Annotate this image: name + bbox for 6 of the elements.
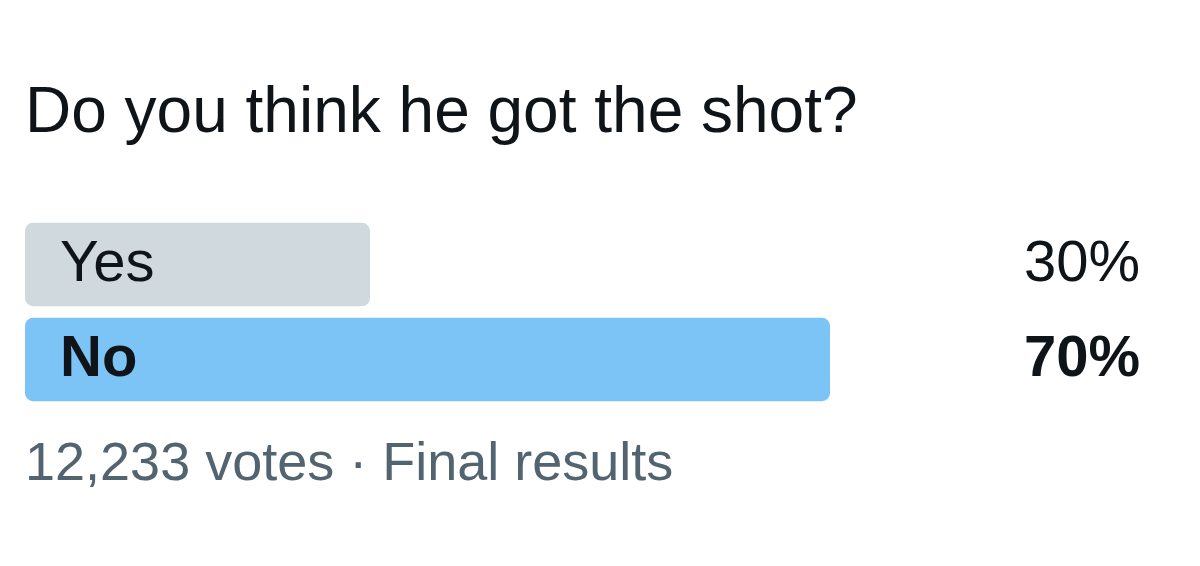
y-tick-label: No <box>60 322 138 388</box>
y-tick-label: Yes <box>60 227 155 293</box>
data-label: 70% <box>1023 322 1140 388</box>
data-label: 30% <box>1023 227 1140 293</box>
text: 12,233 votes · Final results <box>25 430 674 493</box>
chart-title: Do you think he got the shot? <box>25 74 858 148</box>
